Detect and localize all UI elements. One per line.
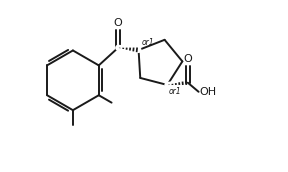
- Text: O: O: [114, 18, 122, 28]
- Text: or1: or1: [169, 87, 181, 96]
- Text: OH: OH: [200, 87, 217, 97]
- Text: O: O: [183, 54, 192, 64]
- Text: or1: or1: [141, 38, 154, 47]
